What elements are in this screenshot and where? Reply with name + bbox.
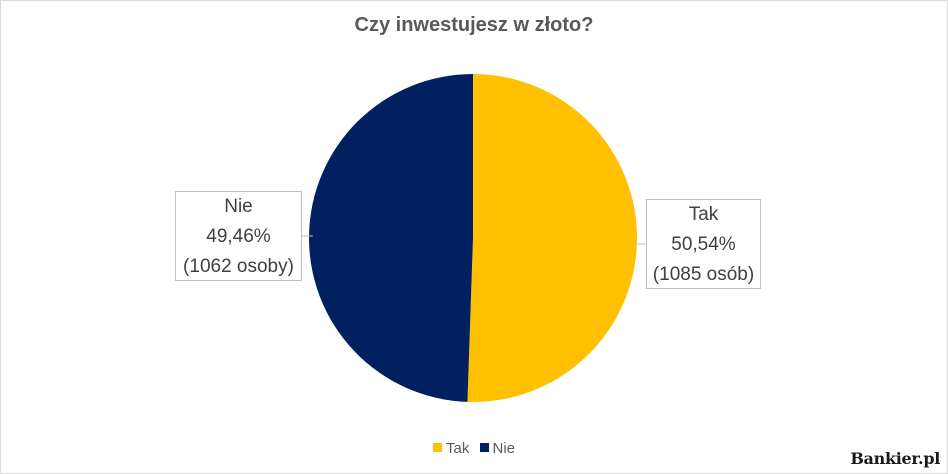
data-label-tak: Tak 50,54% (1085 osób) xyxy=(646,199,761,289)
data-label-nie-name: Nie xyxy=(224,196,253,217)
legend: Tak Nie xyxy=(0,440,948,457)
data-label-tak-count: (1085 osób) xyxy=(652,264,755,285)
legend-item-tak: Tak xyxy=(432,440,470,457)
legend-item-nie: Nie xyxy=(479,440,516,457)
data-label-nie: Nie 49,46% (1062 osoby) xyxy=(175,191,302,281)
pie-slice-nie xyxy=(309,74,473,402)
chart-title: Czy inwestujesz w złoto? xyxy=(354,14,594,36)
data-label-nie-percent: 49,46% xyxy=(206,226,271,247)
legend-label-tak: Tak xyxy=(445,440,470,457)
pie-slice-tak xyxy=(467,74,638,403)
bankier-logo: Bankier.pl xyxy=(850,449,940,468)
data-label-tak-name: Tak xyxy=(688,204,719,225)
data-label-tak-percent: 50,54% xyxy=(671,234,736,255)
legend-swatch-nie xyxy=(479,443,489,452)
legend-label-nie: Nie xyxy=(492,440,516,457)
legend-swatch-tak xyxy=(432,443,442,452)
data-label-nie-count: (1062 osoby) xyxy=(183,256,294,277)
